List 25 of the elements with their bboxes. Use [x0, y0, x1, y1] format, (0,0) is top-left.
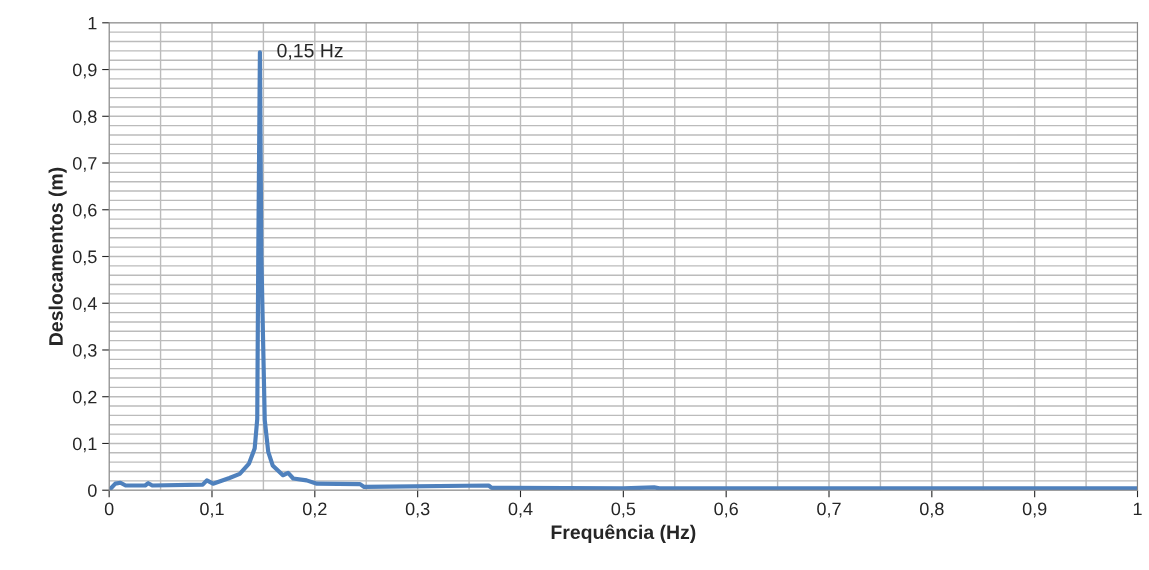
y-tick-label: 0,3: [72, 343, 97, 359]
y-tick-label: 0,6: [72, 203, 97, 219]
x-tick-label: 0,2: [302, 502, 327, 518]
y-tick-label: 0,4: [72, 297, 97, 313]
annotation: 0,15 Hz: [277, 43, 343, 60]
y-tick-label: 0,2: [72, 390, 97, 406]
x-tick-label: 0,8: [920, 502, 944, 518]
y-axis-title: Deslocamentos (m): [48, 167, 67, 345]
y-tick-label: 0,9: [72, 63, 97, 79]
x-tick-label: 0,4: [508, 502, 533, 518]
y-tick-label: 0,8: [72, 110, 97, 126]
x-tick-label: 1: [1133, 502, 1142, 516]
x-tick-label: 0,1: [200, 502, 224, 518]
x-axis-title: Frequência (Hz): [551, 524, 696, 543]
x-tick-label: 0,3: [405, 502, 430, 518]
y-tick-label: 1: [88, 16, 97, 30]
x-tick-label: 0: [104, 502, 114, 516]
y-tick-label: 0,1: [72, 437, 97, 453]
x-tick-label: 0,6: [714, 502, 738, 518]
x-tick-label: 0,7: [817, 502, 841, 518]
x-tick-label: 0,5: [611, 502, 636, 518]
x-tick-label: 0,9: [1022, 502, 1047, 518]
y-tick-label: 0: [88, 484, 97, 497]
y-tick-label: 0,5: [72, 250, 97, 266]
y-tick-label: 0,7: [72, 156, 97, 172]
